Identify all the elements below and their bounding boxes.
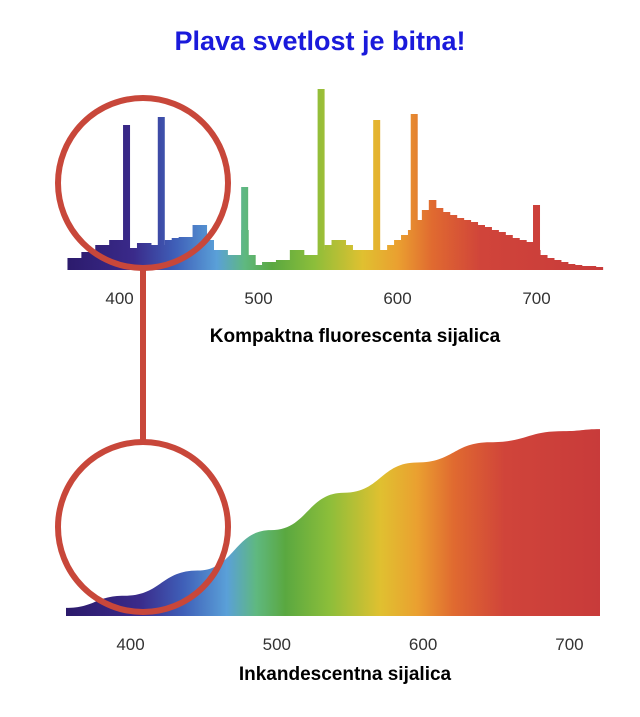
spectrum-bar xyxy=(282,260,291,270)
x-tick-label: 700 xyxy=(555,635,583,654)
spectrum-bar xyxy=(553,260,562,270)
spectrum-bar xyxy=(498,232,506,270)
spectrum-bar xyxy=(171,238,180,270)
spectrum-bar xyxy=(366,250,374,270)
emission-peak-bar xyxy=(317,89,325,270)
emission-peak-bar xyxy=(533,205,541,270)
incandescent-spectrum-chart xyxy=(66,429,600,616)
spectrum-bar xyxy=(234,255,242,270)
spectrum-bar xyxy=(116,240,124,270)
spectrum-bar xyxy=(88,252,96,270)
spectrum-bar xyxy=(345,245,353,270)
spectrum-bar xyxy=(505,235,513,270)
highlight-circle-top xyxy=(55,95,231,271)
spectrum-bar xyxy=(206,240,214,270)
spectrum-bar xyxy=(581,266,590,270)
emission-peak-bar xyxy=(410,114,418,270)
spectrum-bar xyxy=(463,220,472,270)
spectrum-bar xyxy=(248,255,256,270)
spectrum-bar xyxy=(289,250,298,270)
incandescent-chart-label: Inkandescentna sijalica xyxy=(239,664,452,685)
spectrum-bar xyxy=(255,265,263,270)
spectrum-bar xyxy=(546,258,555,270)
spectrum-bar xyxy=(567,264,576,270)
spectrum-bar xyxy=(164,240,173,270)
fluorescent-chart-label: Kompaktna fluorescenta sijalica xyxy=(210,326,501,347)
spectrum-bar xyxy=(310,255,319,270)
spectrum-bar xyxy=(227,255,235,270)
spectrum-bar xyxy=(67,258,76,270)
spectrum-bar xyxy=(331,240,340,270)
emission-peak-bar xyxy=(157,117,165,270)
spectrum-bar xyxy=(81,252,89,270)
spectrum-bar xyxy=(428,200,437,270)
spectrum-bar xyxy=(401,235,409,270)
spectrum-bar xyxy=(213,250,221,270)
spectrum-bar xyxy=(178,237,187,270)
x-tick-label: 500 xyxy=(263,635,291,654)
fluorescent-x-axis-ticks: 400 500 600 700 xyxy=(105,289,550,308)
spectrum-bar xyxy=(136,243,145,270)
fluorescent-spectrum-chart xyxy=(67,89,604,270)
spectrum-bar xyxy=(442,212,451,270)
spectrum-bar xyxy=(359,250,367,270)
spectrum-bar xyxy=(303,255,312,270)
spectrum-bar xyxy=(143,243,152,270)
spectrum-bar xyxy=(574,265,583,270)
spectrum-bar xyxy=(199,225,208,270)
spectrum-bar xyxy=(421,210,430,270)
emission-peak-bar xyxy=(241,187,249,270)
page-title: Plava svetlost je bitna! xyxy=(174,26,466,56)
spectrum-bar xyxy=(470,222,479,270)
spectrum-bar xyxy=(484,227,492,270)
x-tick-label: 700 xyxy=(522,289,550,308)
spectrum-bar xyxy=(262,262,270,270)
x-tick-label: 400 xyxy=(116,635,144,654)
x-tick-label: 600 xyxy=(383,289,411,308)
spectrum-bar xyxy=(352,250,360,270)
spectrum-bar xyxy=(380,250,388,270)
spectrum-bar xyxy=(595,267,604,270)
spectrum-bar xyxy=(414,220,423,270)
spectrum-bar xyxy=(394,240,402,270)
incandescent-x-axis-ticks: 400 500 600 700 xyxy=(116,635,583,654)
spectrum-bar xyxy=(109,240,117,270)
spectrum-bar xyxy=(519,240,527,270)
blue-light-highlight xyxy=(55,95,231,615)
spectrum-bar xyxy=(435,208,444,270)
incandescent-spectrum-area xyxy=(66,429,600,616)
spectrum-bar xyxy=(560,262,569,270)
x-tick-label: 400 xyxy=(105,289,133,308)
spectrum-bar xyxy=(449,215,458,270)
spectrum-bar xyxy=(526,242,534,270)
spectrum-bar xyxy=(74,258,82,270)
spectrum-bar xyxy=(220,250,228,270)
emission-peak-bar xyxy=(123,125,131,270)
spectrum-bar xyxy=(275,260,284,270)
x-tick-label: 500 xyxy=(244,289,272,308)
highlight-circle-bottom xyxy=(55,439,231,615)
spectrum-bar xyxy=(588,266,597,270)
spectrum-bar xyxy=(150,245,159,270)
x-tick-label: 600 xyxy=(409,635,437,654)
spectrum-bar xyxy=(512,238,520,270)
spectrum-bar xyxy=(130,248,138,270)
spectrum-bar xyxy=(491,230,499,270)
spectrum-bar xyxy=(268,262,277,270)
spectrum-bar xyxy=(324,245,333,270)
spectrum-bar xyxy=(338,240,347,270)
spectrum-bar xyxy=(387,245,395,270)
spectrum-bar xyxy=(539,255,548,270)
spectrum-bar xyxy=(477,225,485,270)
emission-peak-bar xyxy=(373,120,381,270)
spectrum-bar xyxy=(296,250,305,270)
spectrum-bar xyxy=(456,218,465,270)
